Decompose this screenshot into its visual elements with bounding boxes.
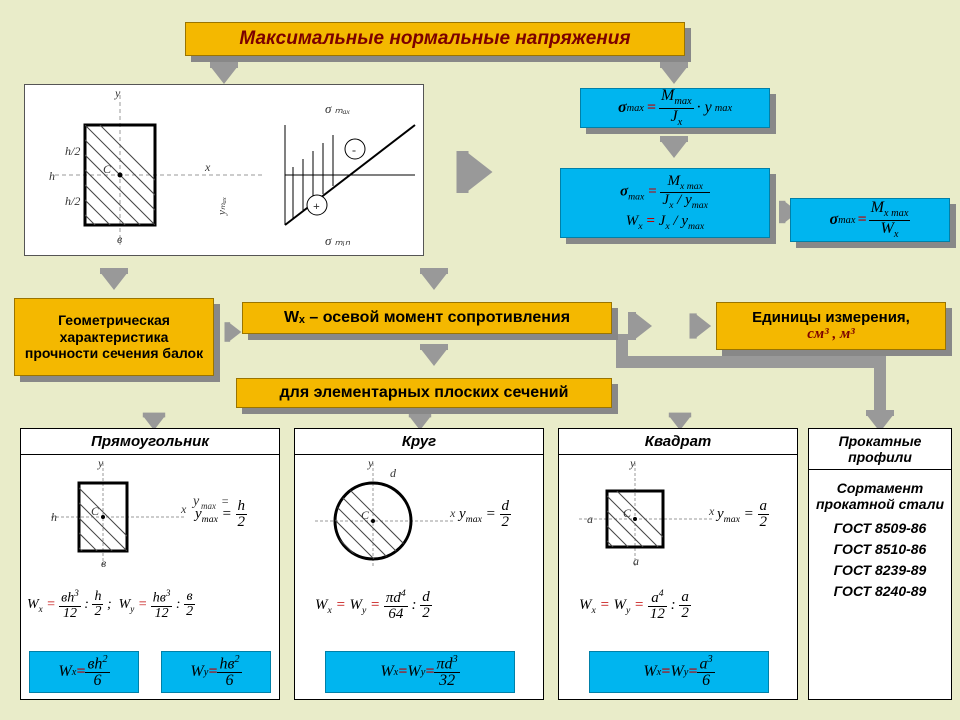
wx-text: Wₓ – осевой момент сопротивления <box>284 309 570 327</box>
svg-text:C: C <box>103 162 112 176</box>
svg-text:x: x <box>180 502 187 516</box>
arrow-stem <box>616 356 886 368</box>
svg-text:в: в <box>117 232 122 246</box>
panel-rectangle: Прямоугольник y x C hв ymax= ymax = h2 W… <box>20 428 280 700</box>
svg-text:h: h <box>49 169 55 183</box>
panel-title: Круг <box>295 429 543 455</box>
title-box: Максимальные нормальные напряжения <box>185 22 685 56</box>
formula-wx-circle: Wx = Wy = πd332 <box>325 651 515 693</box>
panel-circle: Круг y x C d ymax = d2 Wx = Wy = πd464 :… <box>294 428 544 700</box>
gost-item: ГОСТ 8239-89 <box>809 560 951 581</box>
cross-section-diagram: y x C h h/2 h/2 в - <box>24 84 424 256</box>
svg-text:a: a <box>633 554 639 568</box>
svg-text:σ ₘᵢₙ: σ ₘᵢₙ <box>325 233 351 248</box>
arrow-icon <box>466 151 493 193</box>
svg-text:C: C <box>361 508 370 522</box>
title-text: Максимальные нормальные напряжения <box>239 28 630 50</box>
arrow-icon <box>210 66 238 84</box>
gost-item: ГОСТ 8510-86 <box>809 539 951 560</box>
wx-definition-box: Wₓ – осевой момент сопротивления <box>242 302 612 334</box>
panel-profiles: Прокатные профили Сортамент прокатной ст… <box>808 428 952 700</box>
ymax-formula: ymax = h2 <box>195 499 247 530</box>
formula-sigma-max: σmax = MmaxJx · ymax <box>580 88 770 128</box>
flat-sections-text: для элементарных плоских сечений <box>280 384 569 402</box>
ymax-formula: ymax = a2 <box>717 499 769 530</box>
arrow-icon <box>420 348 448 366</box>
formula-wx-rect: Wx = вh26 <box>29 651 139 693</box>
geom-text: Геометрическая характеристика прочности … <box>21 312 207 362</box>
geom-characteristic-box: Геометрическая характеристика прочности … <box>14 298 214 376</box>
svg-text:h/2: h/2 <box>65 144 80 158</box>
flat-sections-box: для элементарных плоских сечений <box>236 378 612 408</box>
svg-text:d: d <box>390 466 397 480</box>
formula-wx-square: Wx = Wy = a36 <box>589 651 769 693</box>
svg-text:x: x <box>708 504 715 518</box>
svg-text:y: y <box>367 456 374 470</box>
units-label: Единицы измерения, <box>752 309 910 326</box>
units-formula: см³ , м³ <box>807 326 854 343</box>
panel-title: Квадрат <box>559 429 797 455</box>
svg-text:σ ₘₐₓ: σ ₘₐₓ <box>325 101 351 116</box>
gost-list: ГОСТ 8509-86 ГОСТ 8510-86 ГОСТ 8239-89 Г… <box>809 518 951 602</box>
svg-text:yₘₐₓ: yₘₐₓ <box>216 197 228 216</box>
wx-line: Wx = Wy = a412 : a2 <box>579 589 691 622</box>
units-box: Единицы измерения, см³ , м³ <box>716 302 946 350</box>
svg-text:h/2: h/2 <box>65 194 80 208</box>
panel-square: Квадрат y x C a a ymax = a2 Wx = Wy = a41… <box>558 428 798 700</box>
arrow-icon <box>695 313 711 338</box>
svg-text:y: y <box>97 456 104 470</box>
ymax-formula: ymax = d2 <box>459 499 511 530</box>
svg-text:h: h <box>51 510 57 524</box>
svg-text:C: C <box>91 504 100 518</box>
svg-text:-: - <box>352 143 356 157</box>
wx-line: Wx = вh312 : h2 ; Wy = hв312 : в2 <box>27 589 277 621</box>
panel-title: Прямоугольник <box>21 429 279 455</box>
svg-text:a: a <box>587 512 593 526</box>
gost-item: ГОСТ 8509-86 <box>809 518 951 539</box>
formula-sigma-final: σmax = Mx maxWx <box>790 198 950 242</box>
formula-sigma-wx: σmax = Mx maxJx / ymax Wx = Jx / ymax <box>560 168 770 238</box>
arrow-icon <box>100 272 128 290</box>
gost-item: ГОСТ 8240-89 <box>809 581 951 602</box>
arrow-icon <box>420 272 448 290</box>
svg-text:x: x <box>204 160 211 174</box>
arrow-icon <box>660 140 688 158</box>
formula-wy-rect: Wy = hв26 <box>161 651 271 693</box>
arrow-icon <box>229 322 242 342</box>
panel-title: Прокатные профили <box>809 429 951 470</box>
arrow-icon <box>634 312 652 340</box>
svg-text:x: x <box>449 506 456 520</box>
arrow-icon <box>660 66 688 84</box>
svg-text:в: в <box>101 556 106 570</box>
svg-text:+: + <box>313 199 320 213</box>
profiles-subtitle: Сортамент прокатной стали <box>809 470 951 518</box>
wx-line: Wx = Wy = πd464 : d2 <box>315 589 432 622</box>
svg-text:C: C <box>623 506 632 520</box>
svg-text:y: y <box>629 456 636 470</box>
svg-text:y: y <box>114 86 121 100</box>
